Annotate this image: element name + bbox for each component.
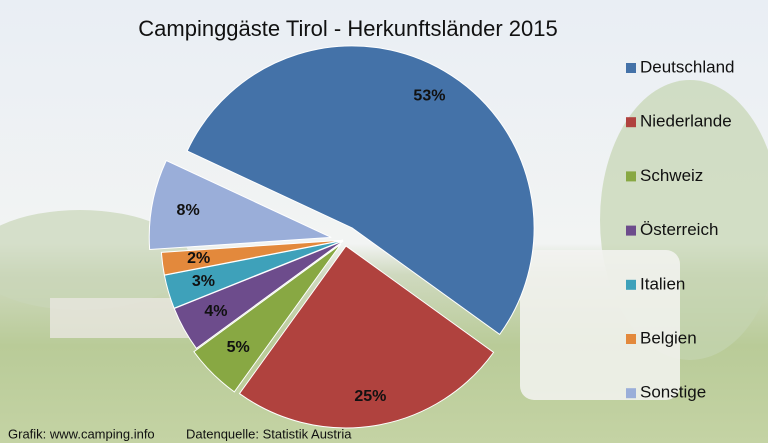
data-label: 8% <box>177 202 200 219</box>
pie-slice <box>193 243 342 393</box>
pie-slice <box>148 159 332 251</box>
legend-label: Italien <box>640 274 685 293</box>
data-label: 4% <box>204 303 227 320</box>
legend-label: Deutschland <box>640 57 735 76</box>
source: Datenquelle: Statistik Austria <box>186 426 352 441</box>
legend-swatch <box>626 279 636 290</box>
legend-swatch <box>626 225 636 236</box>
data-label: 2% <box>187 250 210 267</box>
pie-slice <box>238 245 495 429</box>
legend-label: Sonstige <box>640 383 706 402</box>
data-label: 53% <box>413 87 445 104</box>
pie-slice <box>186 45 535 336</box>
legend-label: Niederlande <box>640 112 732 131</box>
legend-swatch <box>626 63 636 73</box>
caravan <box>50 298 190 338</box>
credit: Grafik: www.camping.info <box>8 426 155 441</box>
data-label: 25% <box>354 388 386 405</box>
chart-title: Campinggäste Tirol - Herkunftsländer 201… <box>138 16 557 41</box>
legend-label: Österreich <box>640 220 718 239</box>
legend-label: Schweiz <box>640 166 703 185</box>
data-label: 3% <box>192 273 215 290</box>
caravan <box>520 250 680 400</box>
legend-label: Belgien <box>640 328 697 347</box>
trees <box>0 210 190 310</box>
legend-swatch <box>626 388 636 399</box>
legend-swatch <box>626 117 636 128</box>
legend-swatch <box>626 171 636 182</box>
data-label: 5% <box>227 339 250 356</box>
pie-slice <box>160 239 344 276</box>
legend-swatch <box>626 334 636 344</box>
